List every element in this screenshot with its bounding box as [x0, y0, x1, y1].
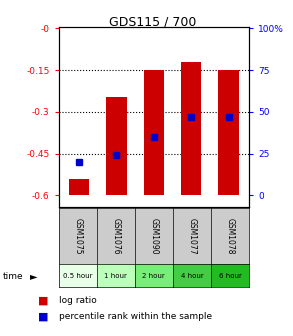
Text: time: time	[3, 272, 23, 281]
Text: 4 hour: 4 hour	[180, 273, 203, 279]
Text: GSM1075: GSM1075	[73, 218, 82, 254]
Text: GSM1076: GSM1076	[111, 218, 120, 254]
Bar	[144, 70, 164, 196]
Text: percentile rank within the sample: percentile rank within the sample	[59, 312, 212, 321]
Text: GSM1077: GSM1077	[188, 218, 196, 254]
Text: 0.5 hour: 0.5 hour	[63, 273, 92, 279]
Text: 6 hour: 6 hour	[219, 273, 241, 279]
Bar	[218, 70, 239, 196]
Text: ■: ■	[38, 296, 49, 306]
Text: GDS115 / 700: GDS115 / 700	[109, 15, 196, 28]
Bar	[181, 62, 202, 196]
Bar	[106, 96, 127, 196]
Text: 2 hour: 2 hour	[142, 273, 165, 279]
Text: ■: ■	[38, 311, 49, 322]
Text: 1 hour: 1 hour	[104, 273, 127, 279]
Text: log ratio: log ratio	[59, 296, 96, 305]
Text: GSM1078: GSM1078	[226, 218, 234, 254]
Bar	[69, 179, 89, 196]
Text: GSM1090: GSM1090	[149, 218, 158, 254]
Text: ►: ►	[30, 271, 38, 281]
